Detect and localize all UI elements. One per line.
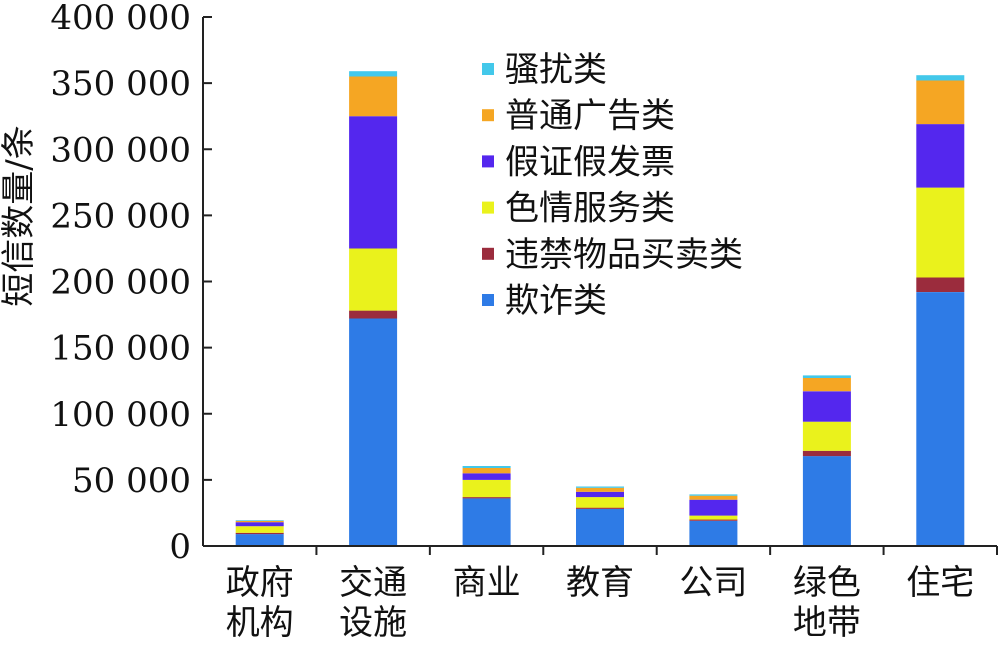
bar-segment-5-0	[802, 456, 851, 546]
bar-segment-0-2	[235, 526, 284, 533]
bar-segment-6-1	[916, 277, 965, 292]
bar-segment-2-4	[462, 468, 511, 474]
legend-swatch	[482, 155, 494, 168]
bar-segment-2-2	[462, 479, 511, 498]
x-tick-label: 交通设施	[339, 563, 407, 643]
legend-label: 普通广告类	[505, 96, 675, 136]
y-tick-label: 400 000	[50, 0, 191, 38]
bar-segment-1-3	[349, 116, 398, 249]
x-tick-label-line: 政府	[226, 563, 294, 603]
bar-segment-3-0	[576, 509, 624, 546]
legend-item: 欺诈类	[482, 281, 607, 321]
legend-label: 欺诈类	[505, 281, 607, 321]
x-tick-label: 公司	[679, 563, 747, 603]
bar-segment-4-5	[689, 494, 738, 496]
x-tick-label: 住宅	[906, 563, 974, 603]
x-tick-label-line: 交通	[339, 563, 407, 603]
bar-segment-3-5	[576, 486, 624, 488]
bar-segment-2-0	[462, 498, 511, 546]
legend-label: 色情服务类	[505, 189, 675, 229]
bar-segment-2-1	[462, 497, 511, 499]
x-tick-label-line: 设施	[339, 603, 407, 643]
legend-swatch	[482, 201, 494, 214]
bar-segment-0-1	[235, 532, 284, 535]
y-tick-label: 50 000	[72, 461, 191, 501]
x-tick-label-line: 公司	[679, 563, 747, 603]
x-tick-label-line: 住宅	[906, 563, 974, 603]
bar-segment-1-1	[349, 310, 398, 319]
legend-item: 骚扰类	[482, 50, 607, 90]
bar-segment-5-5	[802, 375, 851, 378]
bar-segment-4-4	[689, 495, 738, 500]
y-tick-label: 250 000	[50, 196, 191, 236]
bar-segment-0-4	[235, 520, 284, 523]
bar-segment-5-1	[802, 450, 851, 457]
bar-segment-4-0	[689, 520, 738, 546]
x-tick-label: 政府机构	[226, 563, 294, 643]
legend-item: 色情服务类	[482, 189, 675, 229]
bar-segment-0-0	[235, 534, 284, 546]
bar-segment-3-1	[576, 507, 624, 509]
x-tick-label-line: 教育	[566, 563, 634, 603]
bar-segment-6-4	[916, 80, 965, 125]
bar-segment-3-3	[576, 491, 624, 498]
bar-segment-0-5	[235, 520, 284, 521]
bar-segment-3-2	[576, 497, 624, 508]
legend-swatch	[482, 63, 494, 75]
legend-item: 普通广告类	[482, 96, 675, 136]
legend-swatch	[482, 247, 494, 260]
legend-swatch	[482, 109, 494, 122]
x-tick-label: 绿色地带	[793, 563, 861, 643]
legend-label: 骚扰类	[505, 50, 607, 90]
x-tick-label-line: 商业	[453, 563, 521, 603]
bar-segment-4-1	[689, 519, 738, 521]
bar-segment-6-0	[916, 292, 965, 546]
y-tick-label: 300 000	[50, 130, 191, 170]
y-tick-label: 200 000	[50, 263, 191, 303]
bar-segment-4-2	[689, 515, 738, 520]
bar-segment-2-5	[462, 466, 511, 468]
legend-swatch	[482, 294, 494, 306]
x-tick-label: 教育	[566, 563, 634, 603]
bars-layer	[235, 71, 965, 546]
bar-segment-6-3	[916, 124, 965, 188]
bar-segment-0-3	[235, 522, 284, 527]
x-tick-label-line: 地带	[793, 603, 861, 643]
legend-item: 假证假发票	[482, 142, 675, 182]
bar-segment-1-5	[349, 71, 398, 77]
bar-segment-4-3	[689, 499, 738, 516]
bar-segment-6-5	[916, 75, 965, 81]
bar-segment-6-2	[916, 187, 965, 278]
legend-label: 假证假发票	[505, 142, 675, 182]
bar-segment-5-4	[802, 378, 851, 392]
bar-segment-5-2	[802, 421, 851, 451]
bar-segment-3-4	[576, 487, 624, 492]
y-tick-label: 150 000	[50, 329, 191, 369]
x-tick-label-line: 机构	[226, 603, 294, 643]
x-tick-label: 商业	[453, 563, 521, 603]
bar-segment-5-3	[802, 391, 851, 422]
legend-label: 违禁物品买卖类	[505, 235, 743, 275]
legend-item: 违禁物品买卖类	[482, 235, 743, 275]
y-tick-label: 100 000	[50, 395, 191, 435]
axes-layer: 0 50 000 100 000 150 000 200 000 250 000 300 0…	[50, 0, 998, 643]
y-axis-label: 短信数量/条	[0, 125, 39, 306]
bar-segment-1-4	[349, 76, 398, 117]
x-tick-label-line: 绿色	[793, 563, 861, 603]
bar-segment-1-0	[349, 318, 398, 546]
bar-segment-2-3	[462, 473, 511, 480]
y-tick-label: 0	[169, 527, 191, 567]
bar-segment-1-2	[349, 248, 398, 311]
y-tick-label: 350 000	[50, 64, 191, 104]
